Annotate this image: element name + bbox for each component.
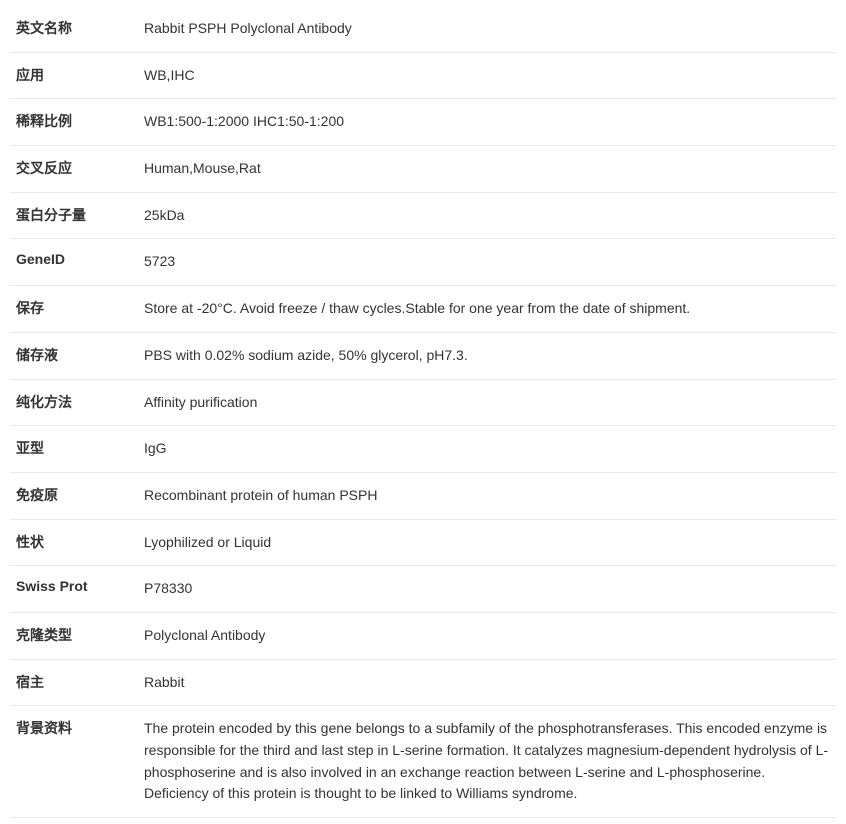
row-value: Polyclonal Antibody xyxy=(130,612,836,659)
row-value: Affinity purification xyxy=(130,379,836,426)
table-row: 应用 WB,IHC xyxy=(10,52,836,99)
row-value: Rabbit PSPH Polyclonal Antibody xyxy=(130,6,836,52)
row-value: PBS with 0.02% sodium azide, 50% glycero… xyxy=(130,332,836,379)
row-label: 稀释比例 xyxy=(10,99,130,146)
row-value: WB,IHC xyxy=(130,52,836,99)
row-label: 性状 xyxy=(10,519,130,566)
row-value: Lyophilized or Liquid xyxy=(130,519,836,566)
row-label: 应用 xyxy=(10,52,130,99)
row-label: GeneID xyxy=(10,239,130,286)
table-row: 交叉反应 Human,Mouse,Rat xyxy=(10,146,836,193)
row-label: 储存液 xyxy=(10,332,130,379)
row-label: 克隆类型 xyxy=(10,612,130,659)
table-row: 亚型 IgG xyxy=(10,426,836,473)
table-row: 纯化方法 Affinity purification xyxy=(10,379,836,426)
row-label: 亚型 xyxy=(10,426,130,473)
row-value: Human,Mouse,Rat xyxy=(130,146,836,193)
row-label: 纯化方法 xyxy=(10,379,130,426)
table-row: 性状 Lyophilized or Liquid xyxy=(10,519,836,566)
row-value: WB1:500-1:2000 IHC1:50-1:200 xyxy=(130,99,836,146)
table-row: 蛋白分子量 25kDa xyxy=(10,192,836,239)
table-row: Swiss Prot P78330 xyxy=(10,566,836,613)
row-label: 宿主 xyxy=(10,659,130,706)
table-row: 克隆类型 Polyclonal Antibody xyxy=(10,612,836,659)
table-row: 保存 Store at -20°C. Avoid freeze / thaw c… xyxy=(10,286,836,333)
spec-table-body: 英文名称 Rabbit PSPH Polyclonal Antibody 应用 … xyxy=(10,6,836,818)
table-row: 背景资料 The protein encoded by this gene be… xyxy=(10,706,836,818)
row-value: Store at -20°C. Avoid freeze / thaw cycl… xyxy=(130,286,836,333)
row-value: Rabbit xyxy=(130,659,836,706)
table-row: 宿主 Rabbit xyxy=(10,659,836,706)
row-label: 交叉反应 xyxy=(10,146,130,193)
row-value: 25kDa xyxy=(130,192,836,239)
table-row: 稀释比例 WB1:500-1:2000 IHC1:50-1:200 xyxy=(10,99,836,146)
row-value: The protein encoded by this gene belongs… xyxy=(130,706,836,818)
table-row: 免疫原 Recombinant protein of human PSPH xyxy=(10,472,836,519)
row-label: 英文名称 xyxy=(10,6,130,52)
row-value: Recombinant protein of human PSPH xyxy=(130,472,836,519)
row-label: 保存 xyxy=(10,286,130,333)
row-label: 背景资料 xyxy=(10,706,130,818)
product-spec-table: 英文名称 Rabbit PSPH Polyclonal Antibody 应用 … xyxy=(10,6,836,818)
row-label: 免疫原 xyxy=(10,472,130,519)
table-row: 储存液 PBS with 0.02% sodium azide, 50% gly… xyxy=(10,332,836,379)
row-value: IgG xyxy=(130,426,836,473)
table-row: 英文名称 Rabbit PSPH Polyclonal Antibody xyxy=(10,6,836,52)
row-value: 5723 xyxy=(130,239,836,286)
row-value: P78330 xyxy=(130,566,836,613)
row-label: Swiss Prot xyxy=(10,566,130,613)
row-label: 蛋白分子量 xyxy=(10,192,130,239)
table-row: GeneID 5723 xyxy=(10,239,836,286)
